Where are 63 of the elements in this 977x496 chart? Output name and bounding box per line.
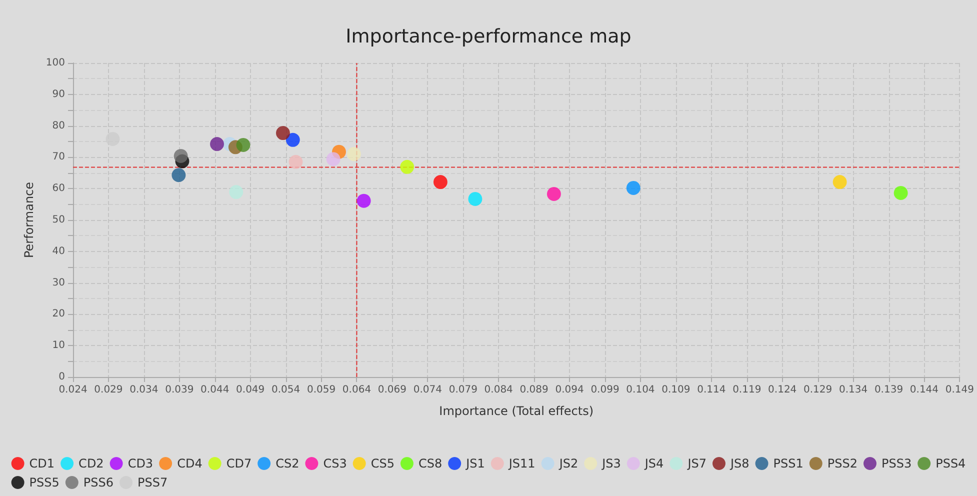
- legend-label: JS8: [729, 456, 750, 470]
- legend-label: JS2: [558, 456, 578, 470]
- x-tick-label: 0.034: [130, 384, 158, 396]
- legend-label: JS7: [686, 456, 706, 470]
- legend-label: JS4: [644, 456, 664, 470]
- legend-label: CS8: [418, 456, 442, 470]
- legend-label: PSS4: [936, 456, 966, 470]
- x-tick-label: 0.074: [413, 384, 442, 396]
- y-tick-label: 70: [52, 152, 65, 163]
- x-tick-label: 0.094: [555, 384, 584, 396]
- x-tick-label: 0.124: [768, 384, 797, 396]
- legend-label: CS2: [276, 456, 300, 470]
- x-tick-label: 0.114: [697, 384, 726, 396]
- x-tick-label: 0.104: [626, 384, 655, 396]
- legend-label: CD7: [226, 456, 252, 470]
- legend-label: PSS7: [138, 476, 168, 490]
- chart-title: Importance-performance map: [346, 26, 632, 48]
- x-tick-label: 0.119: [732, 384, 762, 396]
- x-tick-label: 0.024: [58, 384, 88, 396]
- legend-label: JS1: [465, 456, 485, 470]
- x-tick-label: 0.079: [448, 384, 478, 396]
- legend-label: PSS1: [773, 456, 804, 470]
- y-tick-label: 60: [52, 183, 65, 194]
- y-tick-label: 100: [46, 58, 65, 68]
- x-tick-label: 0.054: [271, 384, 300, 396]
- y-tick-label: 80: [52, 120, 65, 132]
- legend-label: CD1: [29, 456, 55, 470]
- legend-label: JS11: [508, 456, 536, 470]
- legend-label: CS3: [323, 456, 347, 470]
- x-tick-label: 0.089: [520, 384, 548, 396]
- x-tick-label: 0.109: [662, 384, 690, 396]
- y-tick-label: 50: [52, 214, 65, 226]
- legend-label: PSS6: [83, 476, 114, 490]
- x-tick-label: 0.039: [165, 384, 194, 396]
- x-tick-label: 0.144: [910, 384, 939, 396]
- x-tick-label: 0.084: [484, 384, 513, 396]
- legend-label: CS5: [370, 456, 394, 470]
- legend-label: CD4: [177, 456, 202, 470]
- x-tick-label: 0.069: [378, 384, 407, 396]
- y-tick-label: 20: [52, 308, 65, 320]
- y-tick-label: 40: [52, 246, 65, 257]
- x-tick-label: 0.129: [803, 384, 832, 396]
- y-axis-title: Performance: [22, 182, 36, 258]
- x-tick-label: 0.049: [236, 384, 265, 396]
- x-tick-label: 0.099: [590, 384, 620, 396]
- x-tick-label: 0.029: [94, 384, 123, 396]
- y-tick-label: 10: [52, 340, 65, 352]
- x-tick-label: 0.149: [945, 384, 974, 396]
- legend-label: PSS5: [29, 476, 60, 490]
- x-tick-label: 0.064: [342, 384, 372, 396]
- legend-label: CD3: [128, 456, 154, 470]
- x-axis-title: Importance (Total effects): [439, 404, 594, 418]
- x-tick-label: 0.044: [200, 384, 230, 396]
- legend-label: PSS3: [881, 456, 912, 470]
- x-tick-label: 0.139: [874, 384, 904, 396]
- legend-label: PSS2: [827, 456, 858, 470]
- y-tick-label: 90: [52, 88, 65, 100]
- y-tick-label: 30: [52, 277, 65, 288]
- x-tick-label: 0.059: [306, 384, 336, 396]
- legend-label: CD2: [78, 456, 104, 470]
- x-tick-label: 0.134: [838, 384, 868, 396]
- y-tick-label: 0: [58, 372, 65, 382]
- legend-label: JS3: [601, 456, 621, 470]
